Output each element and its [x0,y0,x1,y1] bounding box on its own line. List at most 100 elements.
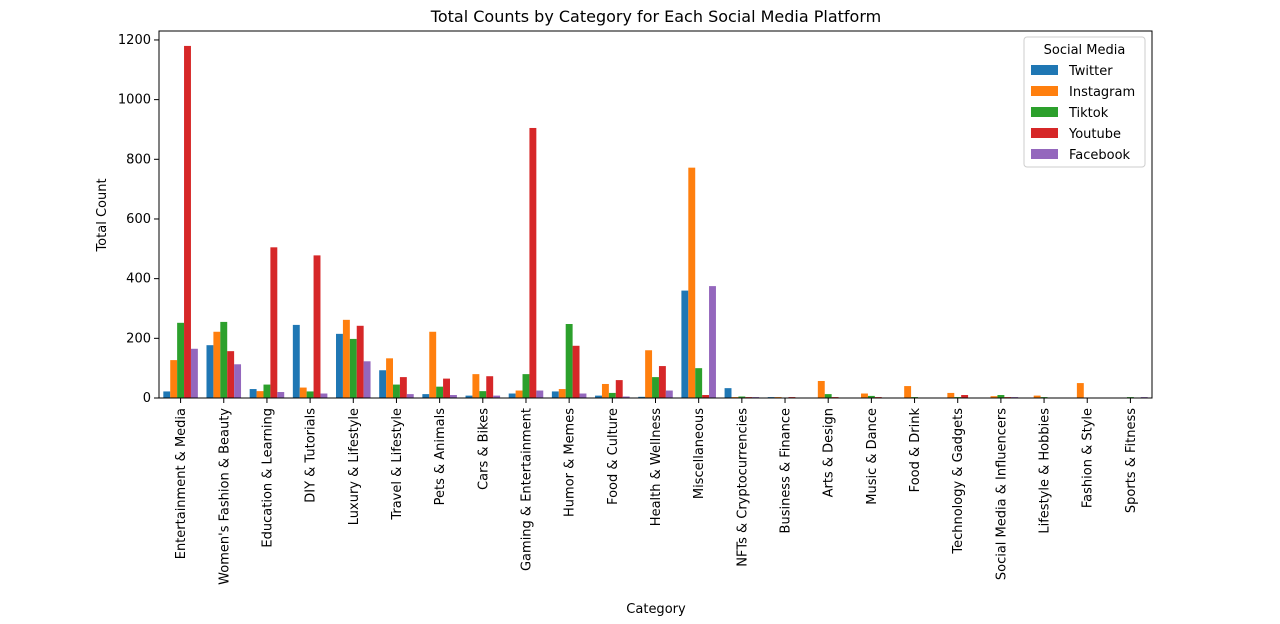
bar-tiktok [177,322,185,398]
x-tick-label: NFTs & Cryptocurrencies [735,408,750,567]
legend: Social Media Twitter Instagram Tiktok Youtub… [1023,36,1146,168]
y-tick-label: 600 [126,212,151,227]
bar-youtube [227,351,235,398]
bar-twitter [422,394,430,398]
bar-facebook [406,394,414,398]
bar-youtube [443,378,450,398]
bar-youtube [313,255,321,398]
bar-youtube [184,45,191,399]
bar-twitter [249,389,257,398]
bar-youtube [961,395,969,398]
bar-instagram [429,331,437,398]
bar-instagram [990,396,998,398]
bar-instagram [1076,383,1084,398]
x-tick-label: Lifestyle & Hobbies [1038,408,1053,534]
bar-youtube [529,127,537,398]
bar-tiktok [479,391,487,398]
bar-youtube [270,247,278,398]
bar-facebook [665,390,673,398]
bar-facebook [277,392,285,398]
bar-instagram [1033,395,1041,398]
legend-label-facebook: Facebook [1069,148,1131,163]
x-tick-label: Food & Culture [606,408,621,505]
bar-twitter [681,290,689,398]
bar-tiktok [349,338,357,398]
x-tick-label: Humor & Memes [563,408,578,517]
x-axis-label: Category [626,602,686,617]
bar-instagram [601,383,609,398]
bar-instagram [645,350,653,398]
bar-youtube [615,380,623,398]
x-tick-label: Education & Learning [260,408,275,548]
bar-twitter [508,393,516,398]
bar-facebook [190,348,198,398]
bar-youtube [486,376,494,398]
x-tick-label: Pets & Animals [433,408,448,506]
bar-youtube [399,377,407,398]
bar-facebook [234,364,242,398]
chart-title: Total Counts by Category for Each Social… [430,7,881,26]
x-tick-label: Health & Wellness [649,408,664,526]
legend-label-youtube: Youtube [1068,127,1121,142]
bar-youtube [572,345,580,398]
bar-facebook [493,395,501,398]
bar-youtube [702,395,710,398]
x-tick-label: Sports & Fitness [1124,408,1139,513]
bar-instagram [515,390,523,398]
legend-swatch-twitter [1031,65,1058,75]
bar-twitter [595,395,602,398]
bar-twitter [206,345,214,398]
bar-instagram [472,374,480,398]
legend-swatch-tiktok [1031,107,1058,117]
bar-instagram [861,393,868,398]
y-tick-label: 0 [143,391,151,406]
bar-instagram [558,389,566,398]
plot-area: 0 200 400 600 800 1000 1200 Entertainment & Med… [118,30,1153,585]
bar-twitter [465,395,473,398]
bar-instagram [904,386,912,398]
bar-tiktok [824,394,832,398]
x-tick-label: Social Media & Influencers [994,408,1009,580]
y-tick-label: 200 [126,331,151,346]
x-tick-label: Travel & Lifestyle [390,408,405,521]
x-tick-label: Luxury & Lifestyle [347,408,362,525]
x-tick-label: Miscellaneous [692,408,707,499]
bar-youtube [356,325,364,398]
bar-instagram [688,167,696,398]
bar-twitter [638,396,646,398]
x-tick-label: Business & Finance [779,408,794,533]
bar-facebook [449,395,457,398]
legend-label-tiktok: Tiktok [1068,106,1109,121]
x-tick-label: Music & Dance [865,408,880,505]
bar-instagram [386,358,393,398]
x-tick-label: Women's Fashion & Beauty [217,408,232,585]
x-tick-label: Food & Drink [908,408,923,493]
bar-facebook [320,393,328,398]
y-tick-label: 1000 [118,93,151,108]
bar-tiktok [565,324,573,398]
x-tick-label: Fashion & Style [1081,408,1096,508]
legend-title: Social Media [1044,43,1126,58]
bar-twitter [724,388,732,398]
y-axis-label: Total Count [95,178,110,252]
plot-frame [158,30,1153,399]
legend-label-twitter: Twitter [1068,64,1113,79]
bar-instagram [213,331,221,398]
bar-facebook [622,396,630,398]
x-tick-label: Gaming & Entertainment [519,408,534,571]
bar-facebook [709,286,716,398]
bar-twitter [163,391,171,398]
bar-youtube [658,366,666,398]
bar-tiktok [738,396,746,398]
y-tick-label: 800 [126,152,151,167]
bar-instagram [342,319,350,398]
bar-facebook [579,393,587,398]
bar-instagram [299,387,307,398]
bar-tiktok [436,386,444,398]
bar-tiktok [263,384,271,398]
bar-tiktok [220,321,228,398]
bar-tiktok [608,392,616,398]
bar-tiktok [652,377,659,398]
x-tick-label: Cars & Bikes [476,408,491,490]
